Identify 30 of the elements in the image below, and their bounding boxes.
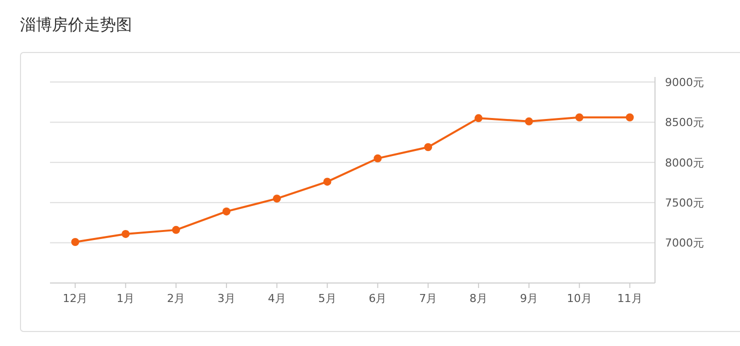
point xyxy=(272,194,281,203)
point xyxy=(524,117,533,126)
x-tick-label: 4月 xyxy=(268,292,286,305)
x-tick-label: 9月 xyxy=(520,292,538,305)
chart-title: 淄博房价走势图 xyxy=(20,15,132,34)
point xyxy=(374,154,382,162)
x-tick-label: 7月 xyxy=(419,292,438,305)
x-tick-label: 6月 xyxy=(368,292,387,305)
point xyxy=(71,238,80,246)
point xyxy=(222,207,230,216)
x-tick-label: 10月 xyxy=(566,292,592,305)
y-tick-label: 7000元 xyxy=(665,236,704,250)
y-tick-label: 8000元 xyxy=(665,156,704,170)
point xyxy=(172,226,180,234)
point xyxy=(424,143,432,152)
y-tick-label: 9000元 xyxy=(665,76,704,89)
x-tick-label: 1月 xyxy=(116,292,135,305)
x-tick-label: 8月 xyxy=(470,292,488,305)
point xyxy=(626,113,634,122)
x-tick-label: 3月 xyxy=(217,292,236,305)
x-tick-label: 11月 xyxy=(617,292,642,305)
point xyxy=(122,230,130,238)
y-tick-label: 8500元 xyxy=(665,116,704,130)
point xyxy=(474,114,483,122)
point xyxy=(575,113,584,122)
y-tick-label: 7500元 xyxy=(665,196,704,210)
x-tick-label: 2月 xyxy=(167,292,186,305)
x-tick-label: 5月 xyxy=(318,292,336,305)
x-tick-label: 12月 xyxy=(62,292,88,305)
point xyxy=(323,178,332,186)
